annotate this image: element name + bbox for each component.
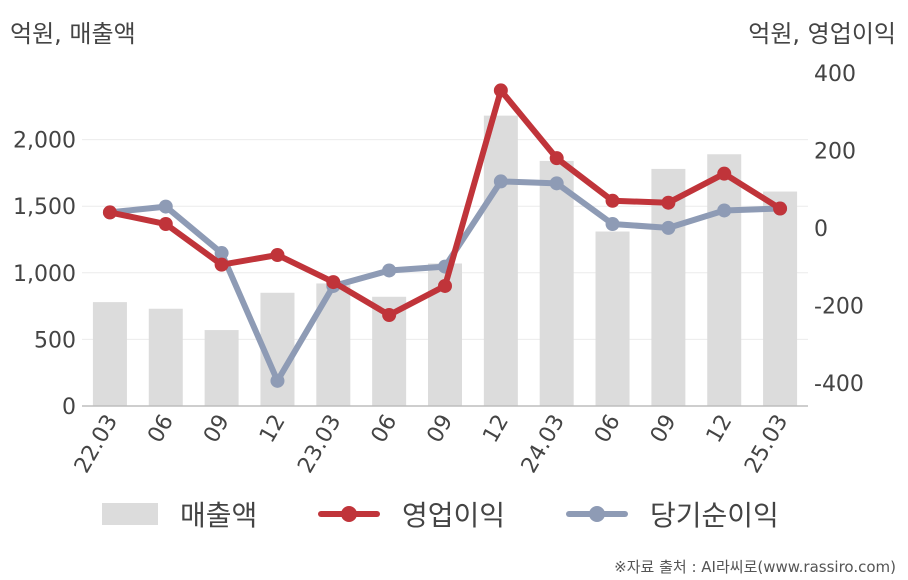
legend-label-sales: 매출액 <box>180 499 258 532</box>
net-point <box>549 176 564 191</box>
op-point <box>270 247 285 262</box>
op-swatch <box>318 503 380 525</box>
sales-swatch <box>102 503 158 525</box>
x-tick-label: 24.03 <box>517 411 570 478</box>
op-point <box>549 151 564 166</box>
sales-bars <box>92 115 798 407</box>
left-tick-label: 0 <box>62 395 76 420</box>
net-point <box>717 203 732 218</box>
x-tick-label: 06 <box>143 411 179 448</box>
x-tick-label: 09 <box>199 411 235 448</box>
right-tick-label: 400 <box>814 62 856 87</box>
left-tick-label: 500 <box>34 328 76 353</box>
op-point <box>773 201 788 216</box>
sales-bar <box>595 231 630 406</box>
x-tick-label: 06 <box>367 411 403 448</box>
net-point <box>493 174 508 189</box>
net-point <box>270 373 285 388</box>
op-point <box>158 217 173 232</box>
right-axis-unit-label: 억원, 영업이익 <box>748 20 896 48</box>
sales-bar <box>763 191 798 406</box>
net-point <box>382 263 397 278</box>
op-point <box>717 166 732 181</box>
sales-bar <box>148 308 183 406</box>
net-point <box>158 199 173 214</box>
left-tick-label: 1,500 <box>13 195 76 220</box>
right-tick-label: 0 <box>814 217 828 242</box>
legend-item-net: 당기순이익 <box>566 492 779 536</box>
op-point <box>661 195 676 210</box>
net-point <box>661 220 676 235</box>
sales-bar <box>483 115 518 407</box>
x-tick-label: 12 <box>702 411 738 448</box>
x-tick-label: 22.03 <box>70 411 123 478</box>
line-series <box>102 83 788 388</box>
left-tick-label: 2,000 <box>13 129 76 154</box>
right-tick-label: -400 <box>814 372 864 397</box>
legend-label-net: 당기순이익 <box>650 499 779 532</box>
right-tick-label: -200 <box>814 294 864 319</box>
op-point <box>438 278 452 293</box>
legend: 매출액 영업이익 당기순이익 <box>0 492 908 536</box>
op-point <box>605 193 620 208</box>
op-point <box>382 308 397 323</box>
sales-bar <box>204 330 239 406</box>
op-point <box>102 205 117 220</box>
legend-item-op: 영업이익 <box>318 492 505 536</box>
sales-bar <box>707 154 742 406</box>
sales-bar <box>539 160 574 406</box>
left-axis-unit-label: 억원, 매출액 <box>10 20 136 48</box>
legend-item-sales: 매출액 <box>102 492 257 536</box>
x-tick-label: 12 <box>478 411 514 448</box>
net-point <box>214 246 229 261</box>
legend-label-op: 영업이익 <box>402 499 506 532</box>
x-tick-label: 09 <box>646 411 682 448</box>
combo-chart: 0 500 1,000 1,500 2,000 -400 -200 0 200 400 22.03 0… <box>13 62 864 478</box>
source-note: ※자료 출처 : AI라씨로(www.rassiro.com) <box>614 558 896 576</box>
x-tick-label: 06 <box>590 411 626 448</box>
net-point <box>605 217 620 232</box>
op-point <box>214 257 229 272</box>
right-tick-label: 200 <box>814 139 856 164</box>
left-tick-label: 1,000 <box>13 262 76 287</box>
x-tick-label: 25.03 <box>740 411 793 478</box>
op-point <box>493 83 508 98</box>
x-tick-label: 12 <box>255 411 291 448</box>
x-tick-label: 09 <box>423 411 459 448</box>
net-swatch <box>566 503 628 525</box>
sales-bar <box>92 302 127 406</box>
x-tick-label: 23.03 <box>293 411 346 478</box>
op-point <box>326 275 341 290</box>
